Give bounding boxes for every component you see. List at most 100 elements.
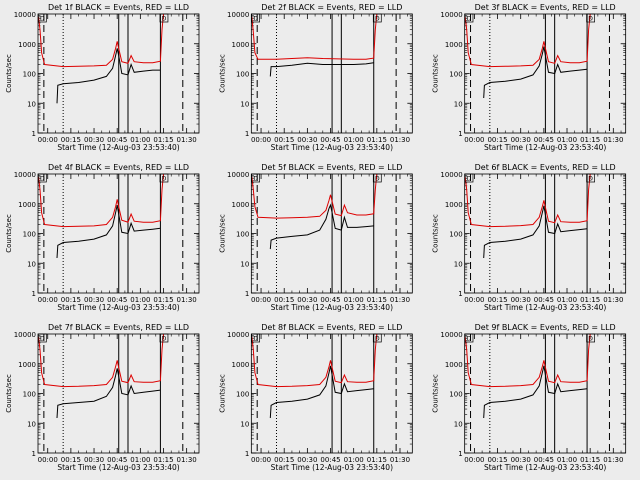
x-tick-label: 00:00	[251, 456, 271, 464]
y-tick-label: 1000	[18, 361, 36, 369]
lld-series-line	[251, 333, 378, 388]
x-tick-label: 00:30	[511, 456, 531, 464]
events-series-line	[483, 46, 588, 99]
x-tick-label: 00:15	[274, 456, 294, 464]
x-tick-label: 00:30	[84, 456, 104, 464]
marker-box-label: D	[40, 176, 45, 183]
y-tick-label: 1000	[18, 41, 36, 49]
events-series-line	[483, 205, 588, 259]
y-tick-label: 100	[23, 231, 36, 239]
x-axis-label: Start Time (12-Aug-03 23:53:40)	[271, 303, 393, 312]
x-tick-label: 01:15	[367, 136, 387, 144]
marker-box-left	[251, 173, 261, 183]
x-tick-label: 00:45	[107, 296, 127, 304]
x-tick-label: 01:30	[603, 296, 623, 304]
y-tick-label: 100	[236, 231, 249, 239]
x-tick-label: 00:00	[38, 296, 58, 304]
x-axis-label: Start Time (12-Aug-03 23:53:40)	[271, 143, 393, 152]
events-series-line	[269, 62, 374, 77]
y-tick-label: 1	[32, 290, 36, 298]
panel-title: Det 1f BLACK = Events, RED = LLD	[48, 3, 189, 12]
y-axis-label: Counts/sec	[432, 54, 440, 93]
marker-box-right	[586, 173, 595, 183]
y-tick-label: 1000	[445, 201, 463, 209]
x-tick-label: 00:00	[251, 296, 271, 304]
marker-box-left	[464, 13, 474, 23]
y-tick-label: 1000	[445, 361, 463, 369]
y-tick-label: 1	[32, 130, 36, 138]
panel-4: Det 4f BLACK = Events, RED = LLD 1 10 100 10…	[5, 163, 200, 312]
y-tick-label: 1	[245, 450, 249, 458]
x-tick-label: 00:15	[61, 296, 81, 304]
marker-box-label: D	[253, 16, 258, 23]
x-tick-label: 00:45	[320, 136, 340, 144]
x-tick-label: 01:00	[130, 296, 150, 304]
panel-6: Det 6f BLACK = Events, RED = LLD 1 10 100 10…	[432, 163, 627, 312]
x-tick-label: 00:45	[107, 456, 127, 464]
marker-box-right	[159, 333, 169, 343]
y-tick-label: 1	[32, 450, 36, 458]
marker-box-label: D	[588, 16, 593, 23]
x-tick-label: 00:15	[274, 296, 294, 304]
panel-title: Det 3f BLACK = Events, RED = LLD	[475, 3, 616, 12]
y-tick-label: 1000	[445, 41, 463, 49]
marker-box-right	[586, 13, 595, 23]
x-tick-label: 00:30	[511, 296, 531, 304]
panel-title: Det 2f BLACK = Events, RED = LLD	[261, 3, 402, 12]
marker-box-label: D	[467, 16, 472, 23]
y-tick-label: 10	[454, 260, 463, 268]
lld-series-line	[38, 173, 164, 228]
y-tick-label: 1000	[232, 201, 250, 209]
x-tick-label: 01:15	[367, 296, 387, 304]
x-axis-label: Start Time (12-Aug-03 23:53:40)	[484, 303, 606, 312]
marker-box-left	[37, 173, 47, 183]
y-axis-label: Counts/sec	[5, 374, 13, 413]
events-series-line	[56, 204, 161, 259]
lld-series-line	[464, 173, 591, 228]
x-tick-label: 00:15	[487, 136, 507, 144]
marker-box-left	[464, 333, 474, 343]
x-tick-label: 00:30	[84, 296, 104, 304]
x-tick-label: 01:00	[344, 136, 364, 144]
marker-box-right	[372, 13, 382, 23]
x-tick-label: 01:15	[580, 136, 600, 144]
y-axis-label: Counts/sec	[218, 374, 226, 413]
x-tick-label: 01:30	[177, 296, 197, 304]
x-tick-label: 01:00	[557, 296, 577, 304]
x-tick-label: 00:45	[320, 296, 340, 304]
y-axis-label: Counts/sec	[5, 214, 13, 253]
x-axis-label: Start Time (12-Aug-03 23:53:40)	[484, 463, 606, 472]
x-tick-label: 00:00	[464, 136, 484, 144]
y-tick-label: 10	[454, 420, 463, 428]
events-series-line	[269, 365, 374, 419]
y-tick-label: 1	[458, 290, 462, 298]
panel-1: Det 1f BLACK = Events, RED = LLD 1 10 100 10…	[5, 3, 200, 152]
y-tick-label: 1000	[232, 361, 250, 369]
x-tick-label: 00:15	[61, 136, 81, 144]
x-tick-label: 00:00	[38, 456, 58, 464]
panel-title: Det 6f BLACK = Events, RED = LLD	[475, 163, 616, 172]
y-tick-label: 10000	[440, 11, 462, 19]
y-tick-label: 10	[27, 260, 36, 268]
panel-5: Det 5f BLACK = Events, RED = LLD 1 10 100 10…	[218, 163, 413, 312]
x-tick-label: 01:30	[603, 136, 623, 144]
y-tick-label: 10000	[14, 331, 36, 339]
x-axis-label: Start Time (12-Aug-03 23:53:40)	[57, 303, 179, 312]
x-tick-label: 00:00	[464, 296, 484, 304]
marker-box-label: D	[162, 16, 167, 23]
lld-series-line	[251, 13, 378, 60]
x-axis-label: Start Time (12-Aug-03 23:53:40)	[57, 143, 179, 152]
y-tick-label: 10000	[14, 171, 36, 179]
marker-box-label: D	[162, 176, 167, 183]
x-tick-label: 01:15	[580, 456, 600, 464]
x-tick-label: 00:00	[38, 136, 58, 144]
y-axis-label: Counts/sec	[5, 54, 13, 93]
x-axis-label: Start Time (12-Aug-03 23:53:40)	[57, 463, 179, 472]
marker-box-right	[586, 333, 595, 343]
x-tick-label: 00:30	[511, 136, 531, 144]
x-tick-label: 00:00	[464, 456, 484, 464]
panel-8: Det 8f BLACK = Events, RED = LLD 1 10 100 10…	[218, 323, 413, 472]
y-tick-label: 10000	[440, 331, 462, 339]
marker-box-left	[251, 13, 261, 23]
lld-series-line	[464, 13, 591, 68]
